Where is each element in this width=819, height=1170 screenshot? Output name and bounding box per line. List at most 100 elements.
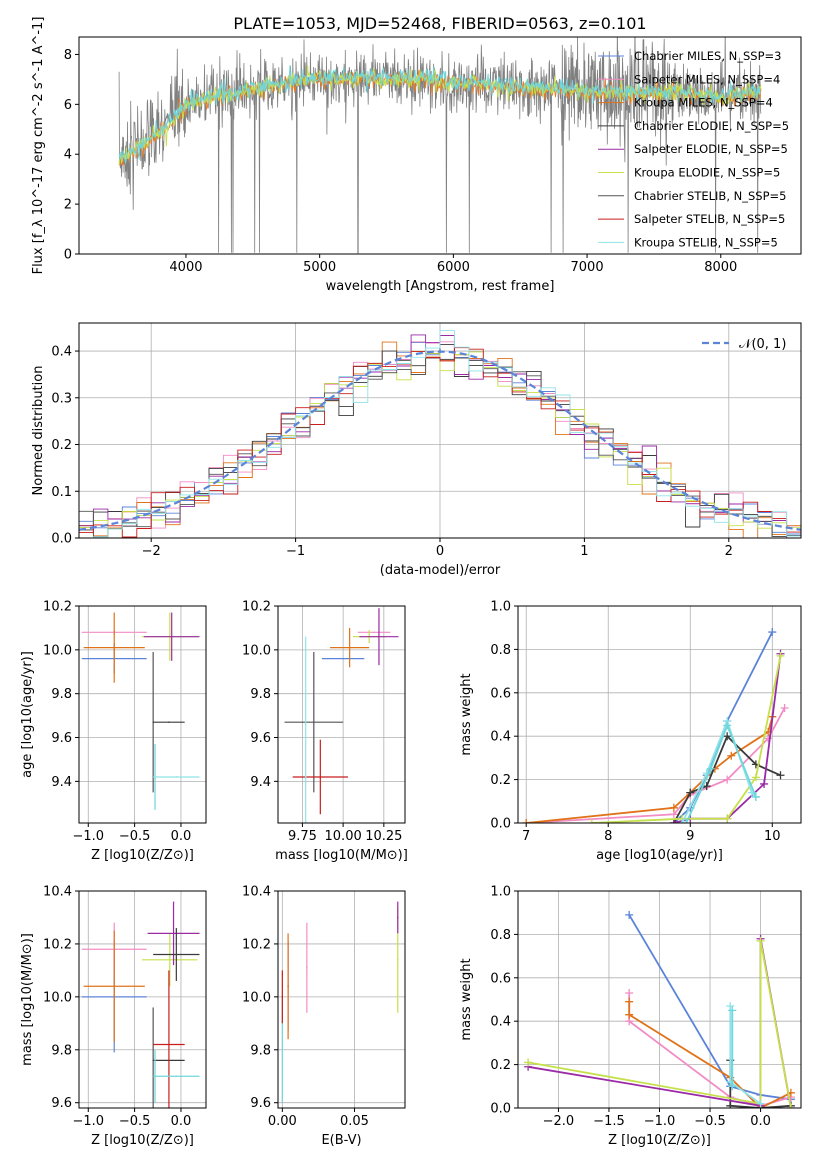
x-tick-label: 2 bbox=[725, 544, 733, 559]
axes-frame bbox=[277, 605, 406, 824]
axes-frame bbox=[78, 36, 802, 255]
series-marker bbox=[727, 751, 736, 760]
series-marker bbox=[726, 1101, 735, 1108]
series-marker bbox=[625, 910, 634, 919]
series-line bbox=[729, 1006, 762, 1105]
series-marker bbox=[723, 775, 732, 784]
y-tick-label: 9.8 bbox=[51, 1043, 72, 1058]
x-tick-label: −2.0 bbox=[543, 1114, 575, 1129]
chart-mass-weight-vs-Z: −2.0 −1.5 −1.0 −0.5 0.0 0.0 0.2 0.4 0.6 0.8 1.0 Z [… bbox=[459, 885, 802, 1148]
series-marker bbox=[723, 732, 732, 741]
series-marker bbox=[768, 628, 777, 637]
series-marker bbox=[686, 788, 695, 797]
data-point bbox=[113, 985, 116, 988]
y-tick-label: 0 bbox=[64, 248, 72, 263]
y-axis-label: Normed distribution bbox=[31, 366, 46, 496]
axes-frame bbox=[517, 605, 802, 824]
y-tick-label: 9.4 bbox=[51, 775, 72, 790]
series-line bbox=[628, 914, 792, 1101]
y-tick-label: 10.2 bbox=[43, 600, 72, 615]
y-tick-label: 0.6 bbox=[490, 686, 511, 701]
chart-age-vs-mass: 9.75 10.00 10.25 9.4 9.6 9.8 10.0 10.2 mass [log… bbox=[242, 600, 408, 864]
y-tick-label: 0.0 bbox=[51, 532, 72, 547]
data-point bbox=[168, 721, 170, 723]
chart-residuals: 𝒩(0, 1) −2 −1 0 1 2 0.0 0.1 0.2 0.3 0.4 (data-model… bbox=[31, 322, 802, 578]
x-tick-label: 0.0 bbox=[171, 1114, 192, 1129]
chart-age-vs-Z: −1.0 −0.5 0.0 9.4 9.6 9.8 10.0 10.2 Z [log10(Z/Z… bbox=[20, 600, 207, 863]
data-point bbox=[169, 959, 171, 961]
chart-mass-weight-vs-age: 7 8 9 10 0.0 0.2 0.4 0.6 0.8 1.0 age [log10(age/yr… bbox=[459, 600, 802, 863]
x-tick-label: 10 bbox=[764, 829, 781, 844]
series-marker bbox=[587, 819, 596, 823]
series-marker bbox=[723, 814, 732, 823]
y-tick-label: 2 bbox=[64, 198, 72, 213]
data-point bbox=[287, 985, 289, 988]
legend-label: Salpeter STELIB, N_SSP=5 bbox=[634, 212, 785, 226]
x-tick-label: −1 bbox=[286, 544, 305, 559]
x-tick-label: −1.0 bbox=[72, 1114, 104, 1129]
data-point bbox=[154, 1075, 156, 1078]
legend-label: Chabrier ELODIE, N_SSP=5 bbox=[634, 119, 789, 133]
model-spectrum bbox=[118, 65, 762, 164]
y-tick-label: 10.2 bbox=[43, 937, 72, 952]
y-tick-label: 0.3 bbox=[51, 391, 72, 406]
plot-area bbox=[281, 901, 399, 1103]
series-marker bbox=[751, 792, 760, 801]
residual-histogram bbox=[79, 330, 801, 538]
x-axis-label: Z [log10(Z/Z⊙)] bbox=[91, 1133, 194, 1148]
series-line bbox=[527, 940, 792, 1108]
y-tick-label: 0.0 bbox=[490, 1102, 511, 1117]
data-point bbox=[342, 657, 344, 660]
y-tick-label: 4 bbox=[64, 148, 72, 163]
x-tick-label: 0.0 bbox=[750, 1114, 771, 1129]
chart-mass-vs-ebv: 0.00 0.05 9.6 9.8 10.0 10.2 10.4 E(B-V) bbox=[242, 885, 406, 1148]
series-marker bbox=[728, 1082, 737, 1091]
x-tick-label: −0.5 bbox=[119, 829, 151, 844]
plot-area bbox=[524, 910, 795, 1108]
chart-mass-vs-Z: −1.0 −0.5 0.0 9.6 9.8 10.0 10.2 10.4 Z [log10(Z/… bbox=[20, 885, 207, 1148]
y-tick-label: 0.4 bbox=[51, 345, 72, 360]
x-tick-label: 4000 bbox=[169, 260, 202, 275]
series-marker bbox=[726, 1002, 735, 1011]
y-tick-label: 6 bbox=[64, 98, 72, 113]
y-tick-label: 0.8 bbox=[490, 643, 511, 658]
x-tick-label: 6000 bbox=[437, 260, 470, 275]
plot-area bbox=[79, 330, 801, 538]
y-tick-label: 9.4 bbox=[250, 775, 271, 790]
y-axis-label: mass weight bbox=[459, 958, 474, 1040]
data-point bbox=[281, 1048, 284, 1051]
y-tick-label: 10.2 bbox=[242, 937, 271, 952]
x-tick-label: 9 bbox=[686, 829, 694, 844]
data-point bbox=[175, 1075, 178, 1078]
series-marker bbox=[728, 1006, 737, 1015]
series-marker bbox=[756, 936, 765, 945]
axes-frame bbox=[277, 890, 406, 1109]
data-point bbox=[396, 959, 399, 961]
x-axis-label: Z [log10(Z/Z⊙)] bbox=[91, 848, 194, 863]
y-tick-label: 9.6 bbox=[51, 1096, 72, 1111]
y-tick-label: 0.8 bbox=[490, 928, 511, 943]
series-line bbox=[526, 707, 786, 823]
series-marker bbox=[702, 782, 711, 791]
x-axis-label: E(B-V) bbox=[321, 1133, 361, 1148]
x-axis-label: age [log10(age/yr)] bbox=[596, 848, 723, 863]
plot-area bbox=[284, 608, 399, 823]
y-tick-label: 0.4 bbox=[490, 730, 511, 745]
legend-label: Salpeter ELODIE, N_SSP=5 bbox=[634, 142, 788, 156]
series-marker bbox=[669, 819, 678, 823]
x-tick-label: 0 bbox=[436, 544, 444, 559]
y-tick-label: 9.6 bbox=[250, 731, 271, 746]
chart-spectrum: Chabrier MILES, N_SSP=3 Salpeter MILES, N… bbox=[31, 17, 802, 294]
x-tick-label: 5000 bbox=[303, 260, 336, 275]
series-line bbox=[685, 722, 757, 823]
x-tick-label: 0.05 bbox=[340, 1114, 369, 1129]
data-point bbox=[170, 635, 173, 638]
y-tick-label: 1.0 bbox=[490, 600, 511, 615]
series-marker bbox=[723, 721, 732, 730]
x-tick-label: 9.75 bbox=[288, 829, 317, 844]
series-marker bbox=[522, 819, 531, 823]
figure-title: PLATE=1053, MJD=52468, FIBERID=0563, z=0… bbox=[233, 14, 646, 33]
y-axis-label: age [log10(age/yr)] bbox=[20, 651, 35, 778]
series-marker bbox=[780, 703, 789, 712]
series-marker bbox=[751, 773, 760, 782]
